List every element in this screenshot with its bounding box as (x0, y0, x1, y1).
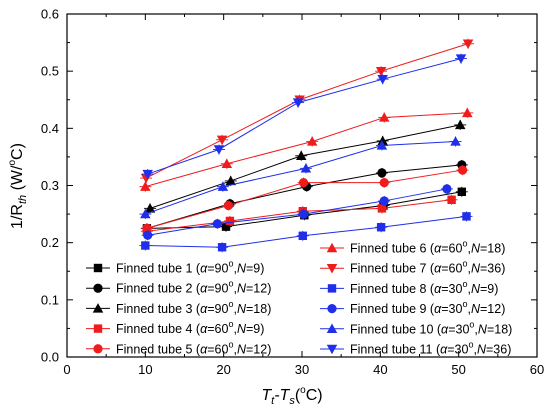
y-tick-label: 0.1 (41, 292, 59, 307)
y-tick-label: 0.5 (41, 64, 59, 79)
data-point (217, 181, 229, 191)
legend-label: Finned tube 4 (α=60o,N=9) (116, 319, 264, 336)
data-point (142, 169, 153, 180)
data-point (379, 112, 390, 122)
y-axis-title: 1/Rth (W/oC) (7, 143, 29, 229)
data-point (221, 158, 233, 168)
legend-marker (326, 264, 338, 274)
data-point (140, 181, 151, 191)
data-point (298, 231, 307, 241)
data-point (212, 219, 223, 229)
legend-label: Finned tube 3 (α=90o,N=18) (116, 299, 271, 316)
data-point (377, 168, 387, 178)
data-point (462, 107, 473, 118)
data-point (217, 243, 227, 252)
data-point (143, 230, 153, 240)
legend-label: Finned tube 7 (α=60o,N=36) (350, 259, 505, 276)
x-tick-label: 20 (216, 362, 230, 377)
y-tick-label: 0.4 (41, 121, 59, 136)
data-point (462, 212, 471, 221)
legend-marker (93, 344, 103, 354)
legend-label: Finned tube 6 (α=60o,N=18) (350, 239, 505, 256)
legend: Finned tube 1 (α=90o,N=9) Finned tube 2 (… (86, 239, 512, 357)
y-tick-label: 0.2 (41, 235, 59, 250)
y-tick-label: 0.3 (41, 178, 59, 193)
legend-label: Finned tube 8 (α=30o,N=9) (350, 279, 498, 296)
data-point (447, 195, 456, 204)
data-marks (139, 38, 475, 253)
data-point (144, 203, 156, 213)
data-point (450, 136, 461, 146)
series-line-6 (145, 112, 468, 188)
data-point (377, 204, 387, 213)
data-point (442, 184, 452, 194)
data-point (379, 196, 389, 206)
legend-label: Finned tube 9 (α=30o,N=12) (350, 299, 505, 316)
data-point (225, 175, 236, 186)
x-tick-label: 40 (373, 362, 387, 377)
data-point (298, 209, 309, 219)
x-tick-label: 30 (295, 362, 309, 377)
legend-marker (92, 303, 104, 313)
data-point (300, 163, 312, 173)
data-point (379, 178, 389, 188)
legend-marker (93, 263, 103, 273)
data-point (457, 187, 466, 196)
legend-marker (327, 284, 337, 293)
data-point (292, 98, 304, 108)
data-point (462, 39, 474, 49)
legend-marker (326, 323, 338, 333)
data-point (376, 223, 386, 232)
data-point (221, 222, 231, 231)
x-axis-title: Tt-Ts(oC) (261, 385, 322, 407)
legend-marker (326, 344, 338, 355)
x-tick-label: 50 (451, 362, 465, 377)
data-point (455, 54, 467, 64)
data-point (141, 241, 150, 250)
data-point (376, 140, 388, 150)
data-point (377, 135, 388, 146)
x-tick-label: 0 (63, 362, 70, 377)
axis-ticks: 0 10 20 30 40 50 60 0.0 0.1 0.2 0.3 0.4 0.5 0.6 (41, 7, 544, 378)
y-tick-label: 0.6 (41, 7, 59, 22)
data-point (457, 165, 468, 175)
legend-marker (327, 303, 337, 314)
data-point (223, 200, 233, 211)
legend-label: Finned tube 1 (α=90o,N=9) (116, 259, 264, 276)
data-point (295, 150, 307, 160)
data-point (454, 119, 466, 130)
data-point (306, 136, 318, 146)
data-point (375, 66, 387, 77)
legend-marker (93, 324, 103, 333)
legend-label: Finned tube 10 (α=30o,N=18) (350, 319, 512, 336)
data-point (298, 178, 309, 188)
data-point (213, 145, 225, 155)
x-tick-label: 60 (530, 362, 544, 377)
legend-label: Finned tube 2 (α=90o,N=12) (116, 279, 271, 296)
legend-marker (326, 242, 338, 253)
data-point (142, 223, 152, 233)
data-point (377, 74, 388, 85)
x-tick-label: 10 (138, 362, 152, 377)
y-tick-label: 0.0 (41, 350, 59, 365)
legend-marker (93, 283, 103, 293)
legend-label: Finned tube 5 (α=60o,N=12) (116, 339, 271, 356)
data-point (225, 216, 235, 226)
data-point (140, 208, 151, 219)
legend-label: Finned tube 11 (α=30o,N=36) (350, 340, 511, 357)
data-point (216, 135, 228, 146)
